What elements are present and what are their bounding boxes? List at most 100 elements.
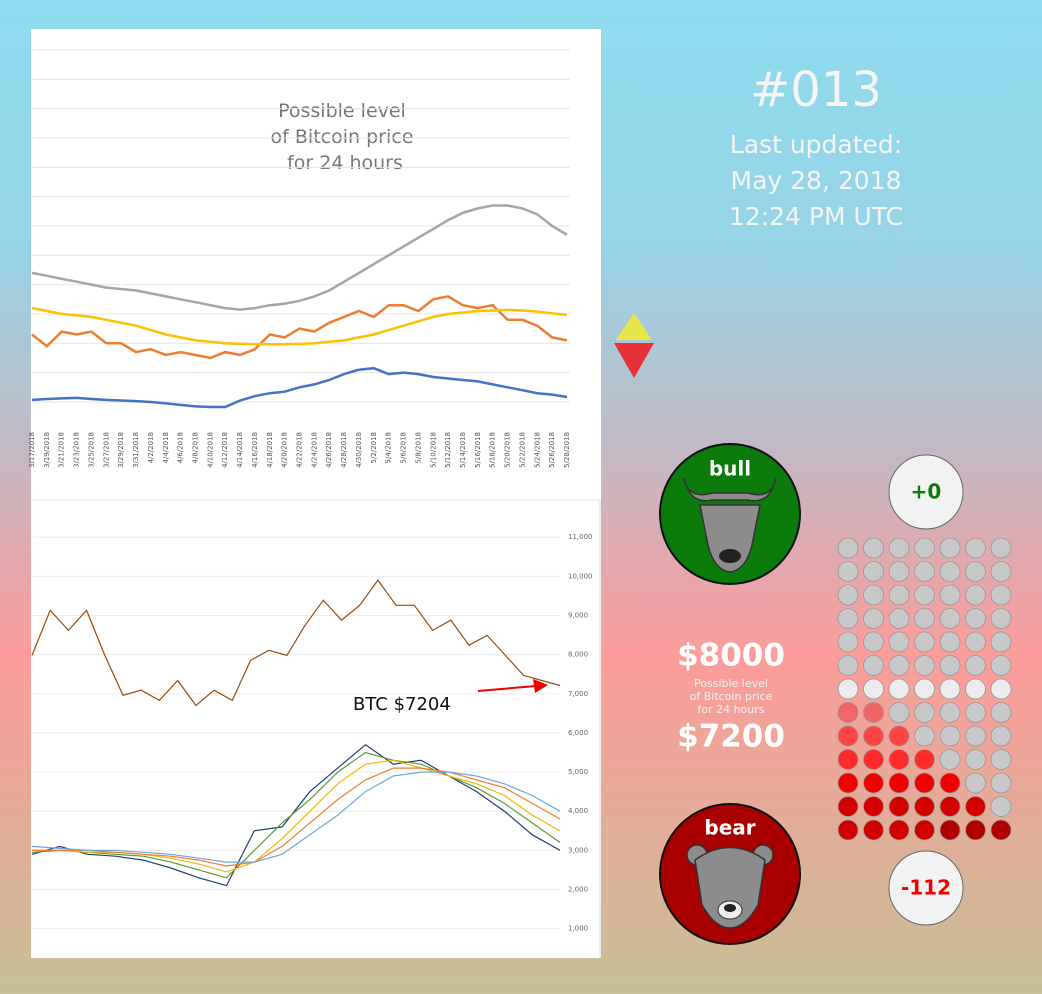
dot (863, 561, 884, 582)
line (31, 366, 568, 409)
dot (965, 772, 986, 794)
dot (863, 796, 884, 817)
dot (965, 749, 986, 770)
line (32, 767, 561, 867)
dot (914, 749, 935, 770)
x-tick-label: 3/17/2018 (28, 432, 36, 468)
dot (837, 725, 859, 747)
dot (914, 655, 935, 676)
dot (990, 702, 1012, 723)
bear-label: bear (704, 816, 755, 840)
dot (939, 772, 961, 794)
arrow (477, 685, 537, 692)
x-tick-label: 4/16/2018 (251, 432, 259, 468)
x-tick-label: 4/22/2018 (296, 432, 304, 468)
line (31, 751, 561, 879)
x-tick-label: 4/20/2018 (281, 432, 289, 468)
dot (939, 678, 961, 700)
dot (939, 725, 961, 747)
x-tick-label: 5/4/2018 (385, 432, 393, 463)
dot (939, 537, 961, 559)
dot (990, 749, 1012, 770)
x-tick-label: 5/10/2018 (429, 432, 437, 468)
dot (990, 819, 1012, 841)
dot (837, 749, 859, 770)
dot (863, 678, 884, 700)
dot (888, 772, 910, 794)
dot (863, 702, 884, 723)
x-tick-label: 5/22/2018 (518, 432, 526, 468)
dot (888, 584, 910, 606)
dot (837, 608, 859, 629)
caption: of Bitcoin price (690, 690, 773, 703)
dot (990, 678, 1012, 700)
dot (990, 584, 1012, 606)
line (31, 306, 568, 346)
dot (863, 655, 884, 676)
dot (965, 702, 986, 723)
dot (863, 725, 884, 747)
annotation: BTC $7204 (353, 694, 451, 715)
dot (837, 584, 859, 606)
title-line: for 24 hours (287, 152, 403, 174)
x-tick-label: 3/23/2018 (73, 432, 81, 468)
dot (914, 725, 935, 747)
y-tick-label: 6,000 (568, 729, 588, 737)
x-tick-label: 3/31/2018 (132, 432, 140, 468)
dot (965, 561, 986, 582)
x-tick-label: 4/6/2018 (177, 432, 185, 463)
x-tick-label: 4/30/2018 (355, 432, 363, 468)
dot (863, 608, 884, 629)
score-badge (888, 454, 964, 530)
dot (965, 608, 986, 629)
x-tick-label: 4/8/2018 (191, 432, 199, 463)
dot (939, 631, 961, 653)
dot (888, 655, 910, 676)
up-triangle (616, 313, 652, 340)
dot (965, 631, 986, 653)
dot (939, 819, 961, 841)
dot (914, 819, 935, 841)
title-line: of Bitcoin price (271, 126, 414, 148)
dot (990, 725, 1012, 747)
line (31, 295, 568, 360)
line (31, 743, 561, 887)
x-tick-label: 4/18/2018 (266, 432, 274, 468)
x-tick-label: 5/26/2018 (548, 432, 556, 468)
updated: 12:24 PM UTC (729, 202, 903, 231)
dot (990, 561, 1012, 582)
dot (990, 608, 1012, 629)
dot (888, 749, 910, 770)
dot (863, 584, 884, 606)
dot (888, 702, 910, 723)
dot (888, 631, 910, 653)
dot (965, 537, 986, 559)
dot-grid (837, 537, 1012, 841)
x-tick-label: 5/16/2018 (474, 432, 482, 468)
dot (837, 655, 859, 676)
x-tick-label: 3/21/2018 (58, 432, 66, 468)
caption: Possible level (694, 677, 768, 690)
x-tick-label: 4/14/2018 (236, 432, 244, 468)
x-tick-label: 3/29/2018 (117, 432, 125, 468)
dot (965, 584, 986, 606)
y-tick-label: 3,000 (568, 846, 588, 854)
chart-panel (31, 29, 601, 958)
dot (863, 749, 884, 770)
x-tick-label: 5/14/2018 (459, 432, 467, 468)
dot (914, 561, 935, 582)
dot (863, 537, 884, 559)
bull-label: bull (709, 457, 751, 481)
high-price: $8000 (677, 638, 785, 674)
dot (990, 631, 1012, 653)
y-tick-label: 1,000 (568, 925, 588, 933)
x-tick-label: 4/4/2018 (162, 432, 170, 463)
dot (939, 608, 961, 629)
dot (837, 796, 859, 817)
dot (939, 796, 961, 817)
x-tick-label: 4/2/2018 (147, 432, 155, 463)
dot (914, 631, 935, 653)
dot (939, 561, 961, 582)
dot (888, 678, 910, 700)
